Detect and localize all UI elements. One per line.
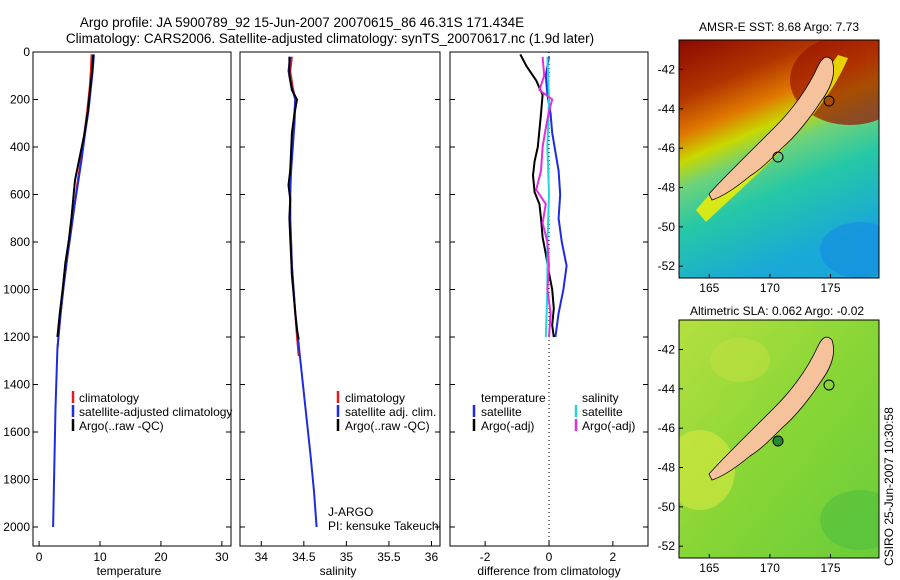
- salinity-x-tick-label: 35.5: [377, 550, 401, 564]
- legend-label-satellite: satellite-adjusted climatology: [79, 405, 232, 419]
- sst-cold-patch: [820, 222, 879, 278]
- temperature-series-2: [56, 54, 95, 338]
- temperature-x-tick-label: 10: [93, 550, 107, 564]
- sst-map-x-tick-label: 170: [760, 281, 780, 295]
- credit-label: CSIRO 25-Jun-2007 10:30:58: [882, 407, 896, 566]
- difference-x-tick-label: 0: [546, 550, 553, 564]
- argo-marker: [772, 435, 784, 447]
- legend-label-climatology: climatology: [79, 391, 139, 405]
- depth-tick-label: 0: [23, 45, 30, 59]
- salinity-x-tick-label: 34.5: [292, 550, 316, 564]
- sst-map-y-tick-label: -44: [658, 102, 676, 116]
- legend-label-temp-satellite: satellite: [481, 405, 522, 419]
- difference-axes-frame: [449, 51, 649, 547]
- difference-x-tick-label: -2: [480, 550, 491, 564]
- salinity-axes-frame: [239, 51, 441, 547]
- sla-map-x-tick-label: 165: [699, 561, 719, 575]
- depth-tick-label: 1400: [3, 378, 30, 392]
- sst-map-y-tick-label: -50: [658, 220, 676, 234]
- argo-marker: [772, 151, 784, 163]
- sla-map-x-tick-label: 170: [760, 561, 780, 575]
- sst-map-frame: [678, 39, 880, 279]
- difference-series-0: [544, 56, 568, 338]
- difference-axis-label: difference from climatology: [477, 564, 620, 578]
- second-marker: [823, 95, 835, 107]
- depth-tick-label: 1800: [3, 473, 30, 487]
- figure-title-line2: Climatology: CARS2006. Satellite-adjuste…: [66, 31, 594, 46]
- sla-patch-1: [679, 430, 735, 510]
- legend-label-satellite: satellite adj. clim.: [345, 405, 436, 419]
- sla-map-y-tick-label: -44: [658, 382, 676, 396]
- depth-tick-label: 2000: [3, 520, 30, 534]
- salinity-axis-label: salinity: [320, 564, 357, 578]
- temperature-axis-label: temperature: [97, 564, 162, 578]
- jargo-label: J-ARGO: [328, 505, 373, 519]
- temperature-panel: 0 10 20 30 0 200 400 600 800 1000 1200 1400 1600 1800…: [3, 45, 232, 578]
- legend-label-sal-argo: Argo(-adj): [582, 419, 635, 433]
- sst-map-panel: AMSR-E SST: 8.68 Argo: 7.73 165 170 175 -42…: [658, 20, 880, 295]
- sla-map-x-tick-label: 175: [820, 561, 840, 575]
- sla-map-frame: [678, 319, 880, 559]
- salinity-panel: 34 34.5 35 35.5 36 climatology satellite adj…: [239, 51, 441, 578]
- sst-map-y-tick-label: -48: [658, 181, 676, 195]
- difference-legend: temperature salinity satellite Argo(-adj…: [472, 391, 635, 433]
- sst-map-y-tick-label: -46: [658, 141, 676, 155]
- difference-series-1: [519, 53, 555, 338]
- sst-map-y-tick-label: -42: [658, 63, 676, 77]
- sla-map-y-tick-label: -52: [658, 539, 676, 553]
- sla-map-title: Altimetric SLA: 0.062 Argo: -0.02: [690, 304, 864, 318]
- second-marker: [823, 379, 835, 391]
- sst-map-title: AMSR-E SST: 8.68 Argo: 7.73: [699, 20, 859, 34]
- sst-map-axes: 165 170 175 -42 -44 -46 -48 -50 -52: [658, 63, 841, 295]
- pi-label: PI: kensuke Takeuchi: [328, 519, 441, 533]
- temperature-x-tick-label: 20: [154, 550, 168, 564]
- salinity-series-2: [287, 56, 300, 340]
- depth-tick-label: 1600: [3, 425, 30, 439]
- salinity-legend: climatology satellite adj. clim. Argo(..…: [336, 391, 436, 433]
- temperature-legend: climatology satellite-adjusted climatolo…: [71, 391, 232, 433]
- legend-label-temp-argo: Argo(-adj): [481, 419, 534, 433]
- salinity-x-tick-label: 35: [340, 550, 354, 564]
- legend-header-salinity: salinity: [582, 391, 619, 405]
- sla-map-y-tick-label: -50: [658, 500, 676, 514]
- depth-tick-label: 800: [10, 235, 30, 249]
- sla-patch-2: [820, 490, 879, 550]
- temperature-x-tick-label: 0: [36, 550, 43, 564]
- sla-map-y-tick-label: -42: [658, 343, 676, 357]
- sla-map-panel: Altimetric SLA: 0.062 Argo: -0.02 165 170…: [658, 304, 880, 575]
- depth-tick-label: 200: [10, 93, 30, 107]
- sst-map-x-tick-label: 165: [699, 281, 719, 295]
- legend-label-argo: Argo(..raw -QC): [79, 419, 164, 433]
- temperature-axes-frame: [32, 51, 232, 547]
- salinity-x-tick-label: 36: [425, 550, 439, 564]
- temperature-x-tick-label: 30: [215, 550, 229, 564]
- depth-tick-label: 1200: [3, 330, 30, 344]
- difference-x-tick-label: 2: [610, 550, 617, 564]
- depth-tick-label: 1000: [3, 283, 30, 297]
- depth-tick-label: 400: [10, 140, 30, 154]
- sla-map-y-tick-label: -46: [658, 421, 676, 435]
- south-island-land: [708, 336, 834, 481]
- temperature-series-1: [52, 54, 95, 528]
- difference-panel: -2 0 2 temperature salinity satellite Argo…: [449, 51, 649, 578]
- legend-label-climatology: climatology: [345, 391, 405, 405]
- sst-map-x-tick-label: 175: [820, 281, 840, 295]
- sla-patch-3: [710, 338, 770, 382]
- south-island-land: [708, 56, 834, 201]
- legend-label-argo: Argo(..raw -QC): [345, 419, 430, 433]
- difference-series-3: [535, 56, 554, 338]
- salinity-x-tick-label: 34: [255, 550, 269, 564]
- sst-map-y-tick-label: -52: [658, 259, 676, 273]
- depth-tick-label: 600: [10, 188, 30, 202]
- figure-title-line1: Argo profile: JA 5900789_92 15-Jun-2007 …: [80, 15, 524, 30]
- sla-map-axes: 165 170 175 -42 -44 -46 -48 -50 -52: [658, 343, 841, 575]
- legend-label-sal-satellite: satellite: [582, 405, 623, 419]
- sla-map-y-tick-label: -48: [658, 461, 676, 475]
- legend-header-temperature: temperature: [481, 391, 546, 405]
